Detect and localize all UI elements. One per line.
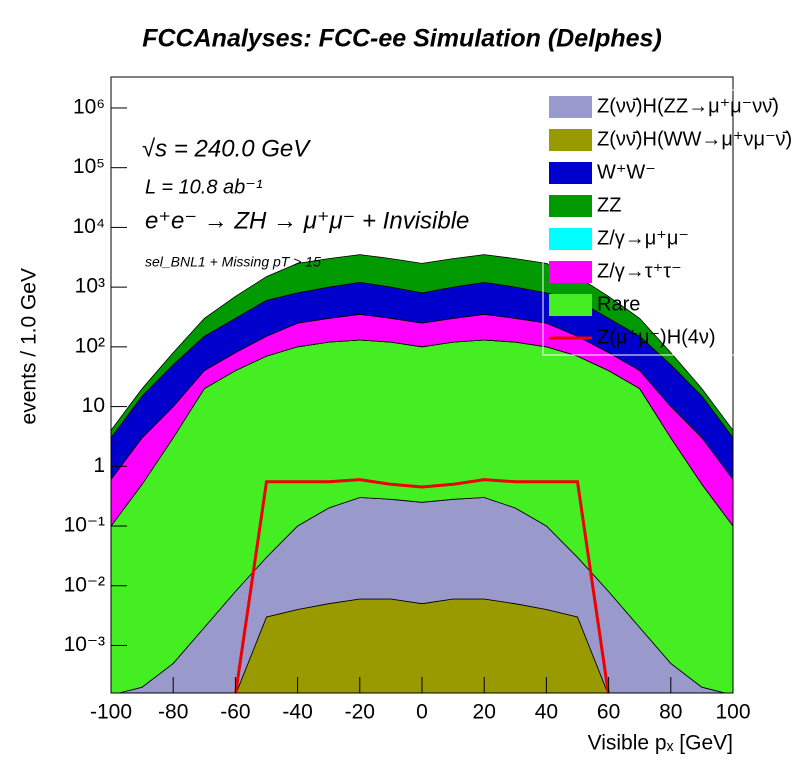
x-tick-label: 60 <box>597 701 620 724</box>
legend-label: Z(νν̄)H(WW→μ⁺νμ⁻ν̄) <box>597 128 792 150</box>
x-tick-label: -100 <box>90 701 132 724</box>
x-tick-label: -60 <box>220 701 250 724</box>
legend-label: Rare <box>597 293 640 315</box>
plot-area <box>111 254 733 693</box>
x-tick-label: 20 <box>473 701 496 724</box>
legend-box <box>542 89 796 356</box>
y-tick-label: 10⁻³ <box>64 633 105 656</box>
x-tick-label: -20 <box>345 701 375 724</box>
y-tick-label: 10⁻¹ <box>64 514 105 537</box>
legend-swatch <box>549 228 592 250</box>
legend-swatch <box>549 162 592 184</box>
legend-swatch <box>549 261 592 283</box>
x-tick-label: -40 <box>282 701 312 724</box>
legend-swatch <box>549 129 592 151</box>
y-tick-label: 10³ <box>75 275 105 298</box>
x-tick-label: 0 <box>416 701 428 724</box>
legend-swatch <box>549 96 592 118</box>
x-tick-label: 80 <box>659 701 682 724</box>
y-tick-label: 10² <box>75 334 105 357</box>
y-tick-label: 10⁵ <box>73 155 105 178</box>
x-tick-label: -80 <box>158 701 188 724</box>
annotation: e⁺e⁻ → ZH → μ⁺μ⁻ + Invisible <box>145 207 469 234</box>
x-axis-label: Visible pₓ [GeV] <box>588 732 733 755</box>
annotation: L = 10.8 ab⁻¹ <box>145 176 263 198</box>
legend-swatch <box>549 294 592 316</box>
legend-label: W⁺W⁻ <box>597 161 656 183</box>
legend: Z(νν̄)H(WW→μ⁺νμ⁻ν̄) Z(νν̄)H(ZZ→μ⁺μ⁻νν̄) Ra… <box>542 89 796 356</box>
y-tick-label: 1 <box>93 454 105 477</box>
chart-title: FCCAnalyses: FCC-ee Simulation (Delphes) <box>142 25 662 53</box>
y-axis-label: events / 1.0 GeV <box>18 268 41 424</box>
legend-label: ZZ <box>597 194 621 216</box>
x-tick-label: 40 <box>535 701 558 724</box>
annotation: sel_BNL1 + Missing pT > 15 <box>145 254 321 270</box>
legend-label: Z/γ→μ⁺μ⁻ <box>597 227 689 249</box>
y-tick-label: 10⁴ <box>73 215 105 238</box>
x-tick-label: 100 <box>715 701 750 724</box>
legend-label: Z(μ⁺μ⁻)H(4ν) <box>597 326 716 348</box>
y-tick-label: 10 <box>82 394 105 417</box>
y-tick-label: 10⁻² <box>64 573 105 596</box>
annotation: √s = 240.0 GeV <box>142 135 311 162</box>
y-tick-label: 10⁶ <box>73 96 105 119</box>
legend-swatch <box>549 195 592 217</box>
line <box>234 478 610 693</box>
legend-label: Z/γ→τ⁺τ⁻ <box>597 260 682 282</box>
legend-label: Z(νν̄)H(ZZ→μ⁺μ⁻νν̄) <box>597 95 779 117</box>
